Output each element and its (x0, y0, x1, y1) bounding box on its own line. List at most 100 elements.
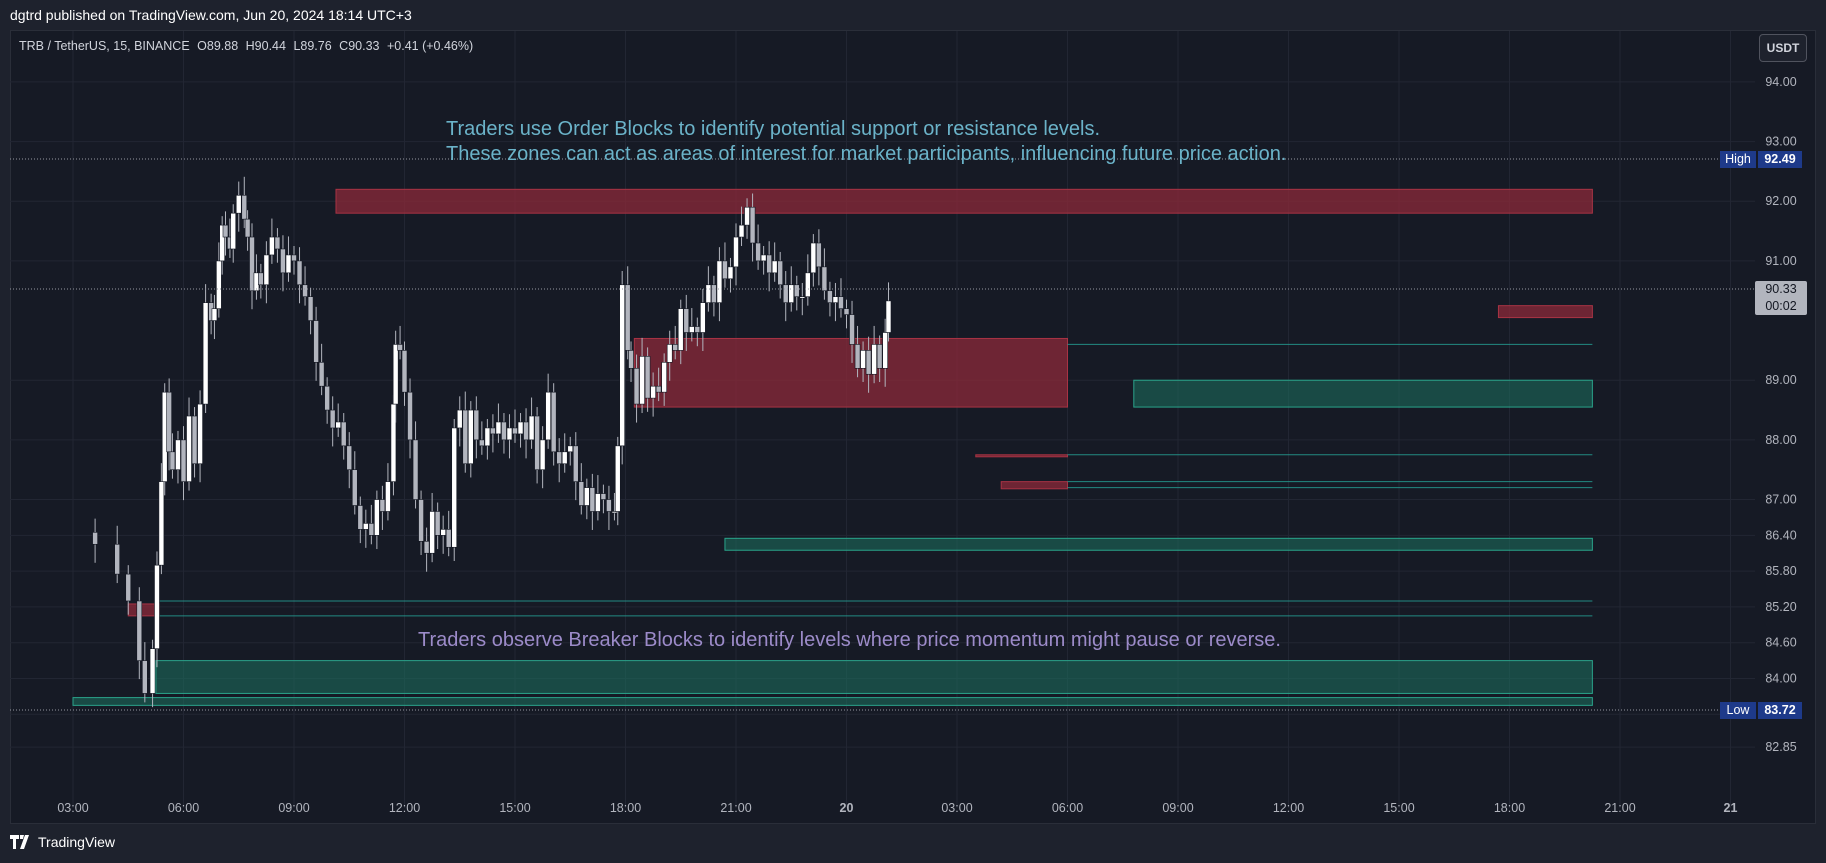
bearish-order-block (975, 454, 1068, 458)
time-tick-label: 18:00 (1494, 801, 1525, 815)
time-tick-label: 09:00 (1162, 801, 1193, 815)
bull-candle (805, 272, 811, 298)
bull-candle (149, 648, 156, 694)
bear-candle (755, 242, 761, 262)
bear-candle (749, 206, 756, 244)
bear-candle (318, 362, 325, 387)
bull-candle (650, 385, 656, 399)
bear-candle (313, 320, 319, 363)
bull-candle (451, 427, 458, 548)
open-value: O89.88 (197, 39, 239, 53)
breaker-lines (159, 343, 1593, 617)
bull-candle (832, 296, 839, 303)
bull-candle (639, 356, 645, 405)
bear-candle (854, 344, 861, 369)
price-tick-label: 89.00 (1765, 373, 1796, 387)
bear-candle (166, 391, 172, 453)
bear-candle (578, 481, 585, 506)
bull-candle (429, 511, 435, 554)
bear-candle (92, 532, 98, 545)
bear-candle (534, 415, 540, 471)
bear-candle (379, 499, 386, 512)
bearish-order-block (335, 188, 1593, 214)
bull-candle (385, 481, 391, 512)
close-value: C90.33 (339, 39, 380, 53)
bear-candle (180, 439, 187, 482)
bull-candle (619, 284, 625, 447)
bear-candle (589, 487, 596, 512)
price-tick-label: 85.80 (1765, 564, 1796, 578)
bear-candle (222, 224, 229, 238)
bear-candle (274, 236, 281, 250)
bull-candle (539, 439, 546, 471)
bull-candle (506, 427, 513, 441)
bull-candle (700, 302, 706, 333)
bull-candle (860, 350, 866, 369)
bear-candle (241, 194, 248, 220)
bull-candle (456, 409, 463, 429)
bear-candle (722, 260, 728, 280)
symbol-title[interactable]: TRB / TetherUS, 15, BINANCE (19, 39, 190, 53)
bear-candle (142, 660, 148, 694)
bull-candle (211, 308, 218, 321)
bear-candle (644, 356, 651, 399)
order-blocks-text-line2: These zones can act as areas of interest… (446, 143, 1287, 165)
bull-candle (374, 499, 380, 536)
time-tick-label: 20 (840, 801, 854, 815)
price-tick-label: 91.00 (1765, 254, 1796, 268)
bull-candle (771, 260, 778, 274)
price-tick-label: 82.85 (1765, 740, 1796, 754)
bull-candle (677, 308, 684, 351)
bull-candle (202, 302, 209, 405)
time-tick-label: 03:00 (57, 801, 88, 815)
chart-canvas[interactable]: 94.00 93.00 92.00 91.00 89.00 88.00 87.00 86.40… (0, 0, 1826, 824)
bull-candle (467, 409, 474, 465)
time-tick-label: 18:00 (610, 801, 641, 815)
bear-candle (280, 248, 286, 274)
order-blocks-annotation: Traders use Order Blocks to identify pot… (446, 117, 1286, 167)
tradingview-brand: TradingView (38, 834, 116, 850)
high-value-tag: 92.49 (1758, 151, 1802, 168)
bull-candle (235, 194, 242, 214)
bear-candle (291, 254, 297, 262)
high-value: H90.44 (245, 39, 286, 53)
bear-candle (412, 439, 419, 500)
time-tick-label: 21:00 (1604, 801, 1635, 815)
bear-candle (114, 543, 120, 575)
bull-candle (186, 415, 192, 482)
bear-candle (777, 260, 784, 286)
bar-countdown: 00:02 (1765, 299, 1797, 313)
bull-candle (716, 260, 723, 303)
price-tick-label: 93.00 (1765, 135, 1796, 149)
bear-candle (296, 260, 303, 286)
bear-candle (473, 409, 480, 441)
bearish-order-block (1000, 481, 1069, 490)
publication-header: dgtrd published on TradingView.com, Jun … (0, 0, 1826, 30)
bullish-order-block (724, 537, 1593, 551)
low-label-tag: Low (1720, 702, 1756, 719)
symbol-legend: TRB / TetherUS, 15, BINANCE O89.88 H90.4… (19, 39, 477, 53)
bear-candle (462, 409, 469, 465)
bear-candle (244, 218, 251, 238)
bear-candle (397, 344, 403, 351)
bear-candle (324, 385, 330, 411)
bear-candle (351, 469, 358, 506)
price-axis: 94.00 93.00 92.00 91.00 89.00 88.00 87.00 86.40… (1765, 75, 1796, 754)
bear-candle (606, 499, 612, 512)
bull-candle (567, 445, 574, 453)
bull-candle (688, 326, 695, 333)
bear-candle (821, 266, 828, 292)
tradingview-logo-icon (10, 835, 29, 849)
time-tick-label: 03:00 (941, 801, 972, 815)
candlesticks (92, 176, 892, 708)
bear-candle (827, 290, 833, 303)
bull-candle (584, 487, 590, 506)
tradingview-logo[interactable]: TradingView (10, 834, 115, 850)
bullish-order-block (1133, 379, 1593, 408)
breaker-blocks-annotation: Traders observe Breaker Blocks to identi… (418, 629, 1281, 651)
footer-bar (0, 824, 1826, 863)
current-price-tag: 90.33 00:02 (1755, 281, 1807, 315)
time-tick-label: 15:00 (1383, 801, 1414, 815)
bear-candle (490, 427, 496, 435)
currency-button[interactable]: USDT (1759, 34, 1807, 62)
